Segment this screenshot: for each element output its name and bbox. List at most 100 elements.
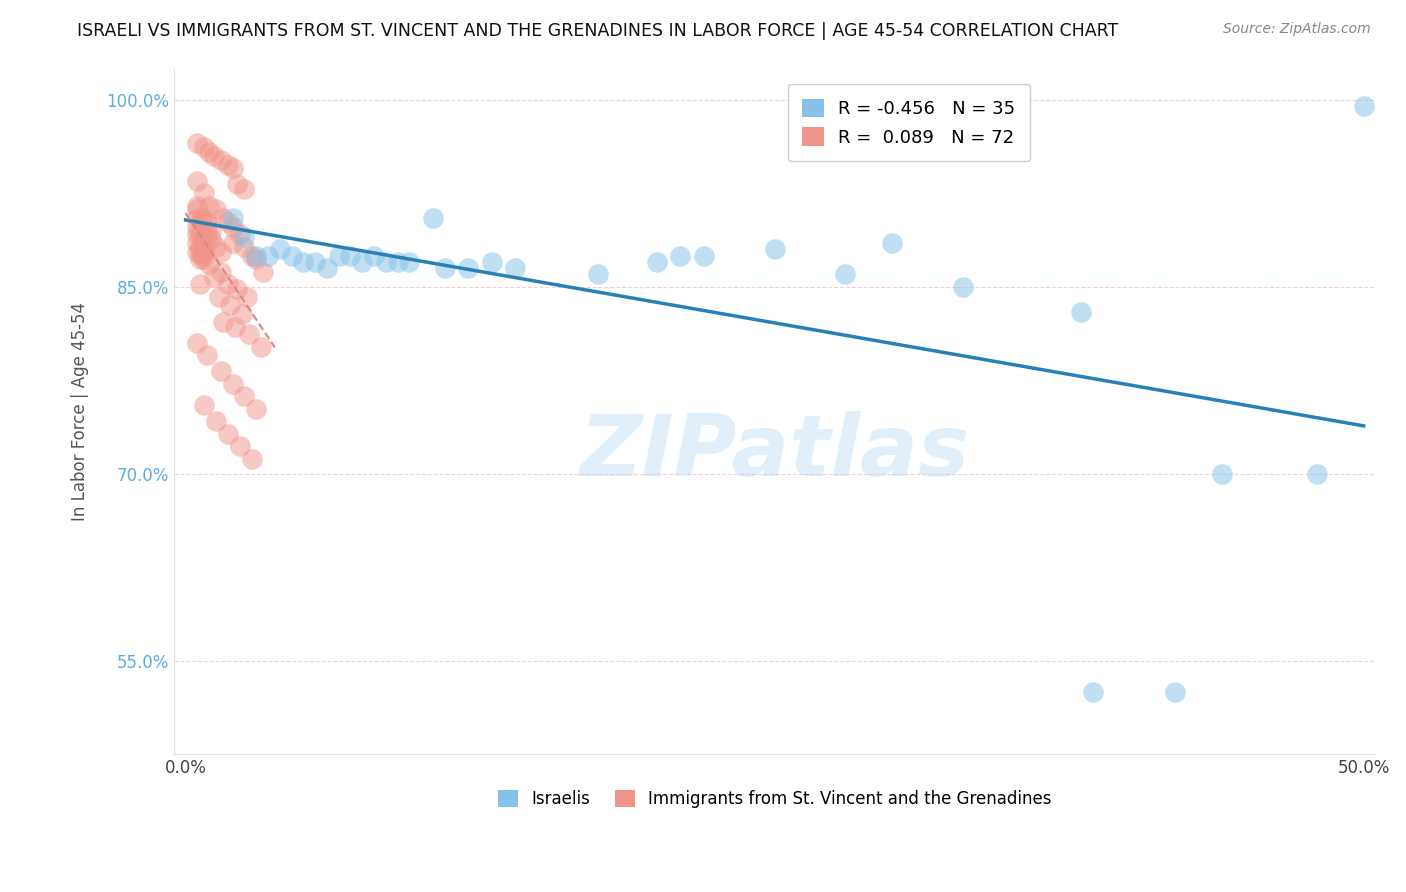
Point — [202, 149, 225, 163]
Point — [186, 244, 208, 259]
Point — [193, 252, 215, 267]
Point — [269, 242, 291, 256]
Point — [433, 260, 456, 275]
Point — [240, 248, 263, 262]
Point — [195, 224, 218, 238]
Y-axis label: In Labor Force | Age 45-54: In Labor Force | Age 45-54 — [72, 301, 89, 521]
Point — [193, 186, 215, 201]
Point — [457, 260, 479, 275]
Point — [304, 254, 326, 268]
Point — [233, 240, 256, 254]
Point — [257, 248, 280, 262]
Point — [316, 260, 339, 275]
Point — [221, 211, 243, 226]
Point — [200, 224, 222, 238]
Point — [188, 277, 211, 292]
Point — [186, 199, 208, 213]
Point — [226, 178, 249, 192]
Point — [202, 269, 225, 284]
Point — [217, 157, 239, 171]
Point — [1164, 685, 1187, 699]
Point — [188, 252, 211, 267]
Point — [669, 248, 692, 262]
Point — [481, 254, 503, 268]
Point — [422, 211, 444, 226]
Point — [221, 161, 243, 176]
Point — [233, 182, 256, 196]
Point — [205, 240, 228, 254]
Point — [205, 414, 228, 428]
Point — [328, 248, 350, 262]
Point — [882, 235, 904, 250]
Text: ISRAELI VS IMMIGRANTS FROM ST. VINCENT AND THE GRENADINES IN LABOR FORCE | AGE 4: ISRAELI VS IMMIGRANTS FROM ST. VINCENT A… — [77, 22, 1119, 40]
Point — [186, 219, 208, 234]
Point — [212, 211, 235, 226]
Point — [280, 248, 302, 262]
Point — [229, 227, 252, 242]
Point — [233, 229, 256, 244]
Point — [191, 215, 214, 229]
Point — [198, 145, 221, 159]
Point — [363, 248, 385, 262]
Point — [217, 215, 239, 229]
Point — [209, 244, 232, 259]
Point — [387, 254, 409, 268]
Point — [191, 211, 214, 226]
Point — [505, 260, 527, 275]
Point — [221, 376, 243, 391]
Point — [374, 254, 396, 268]
Point — [186, 235, 208, 250]
Point — [693, 248, 716, 262]
Point — [205, 202, 228, 217]
Point — [188, 244, 211, 259]
Point — [186, 335, 208, 350]
Point — [645, 254, 668, 268]
Point — [193, 398, 215, 412]
Point — [200, 232, 222, 246]
Point — [1305, 467, 1327, 481]
Point — [352, 254, 374, 268]
Point — [236, 290, 259, 304]
Point — [186, 202, 208, 217]
Point — [188, 240, 211, 254]
Point — [224, 319, 246, 334]
Point — [238, 327, 260, 342]
Point — [229, 439, 252, 453]
Point — [834, 267, 856, 281]
Point — [1211, 467, 1233, 481]
Point — [586, 267, 609, 281]
Point — [245, 401, 267, 416]
Text: ZIPatlas: ZIPatlas — [579, 411, 970, 494]
Point — [339, 248, 361, 262]
Point — [231, 307, 253, 321]
Text: Source: ZipAtlas.com: Source: ZipAtlas.com — [1223, 22, 1371, 37]
Point — [195, 232, 218, 246]
Point — [219, 298, 242, 312]
Point — [233, 389, 256, 403]
Point — [186, 174, 208, 188]
Point — [1070, 304, 1092, 318]
Point — [217, 277, 239, 292]
Point — [186, 211, 208, 226]
Point — [226, 282, 249, 296]
Point — [198, 257, 221, 271]
Point — [252, 265, 274, 279]
Point — [952, 279, 974, 293]
Point — [195, 348, 218, 362]
Point — [191, 224, 214, 238]
Point — [191, 248, 214, 262]
Point — [212, 315, 235, 329]
Point — [209, 265, 232, 279]
Point — [188, 227, 211, 242]
Point — [207, 290, 229, 304]
Point — [221, 219, 243, 234]
Point — [245, 252, 267, 267]
Point — [250, 339, 273, 353]
Point — [186, 227, 208, 242]
Point — [193, 140, 215, 154]
Point — [193, 244, 215, 259]
Point — [221, 235, 243, 250]
Point — [209, 153, 232, 167]
Point — [1353, 99, 1375, 113]
Point — [240, 451, 263, 466]
